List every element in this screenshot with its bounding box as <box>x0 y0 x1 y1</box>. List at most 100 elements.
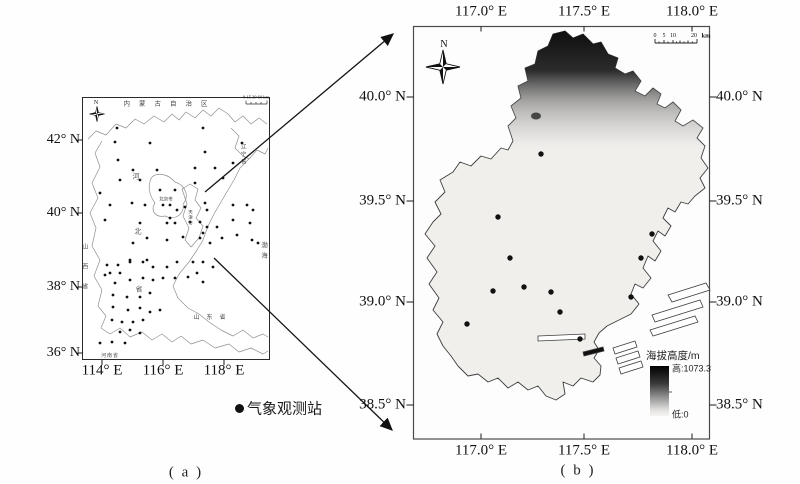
station-dot <box>138 178 142 182</box>
region-label: 北 <box>134 227 142 235</box>
panel-b-stations <box>464 151 655 342</box>
station-dot <box>165 265 169 269</box>
station-dot <box>130 201 134 205</box>
scalebar-a-label: 0 15 30 60 km <box>242 94 270 100</box>
station-dot <box>538 151 544 157</box>
station-legend-dot-icon <box>235 404 244 413</box>
station-dot <box>168 216 172 220</box>
station-dot <box>205 208 209 212</box>
station-dot <box>245 203 249 207</box>
axis-tick-label: 39.0° N <box>359 293 406 310</box>
axis-tick-label: 42° N <box>46 132 80 147</box>
station-dot <box>235 233 239 237</box>
caption-b: ( b ) <box>560 462 596 479</box>
axis-tick-label: 117.0° E <box>454 3 508 20</box>
station-dot <box>138 295 142 299</box>
station-dot <box>198 220 202 224</box>
station-dot <box>203 201 207 205</box>
station-dot <box>113 140 117 144</box>
station-dot <box>148 310 152 314</box>
station-dot <box>231 218 235 222</box>
region-label: 渤海 <box>260 241 268 263</box>
station-dot <box>113 281 117 285</box>
axis-tick-label: 40.0° N <box>359 88 406 105</box>
zoom-connector-arrow-top <box>204 33 394 193</box>
station-dot <box>148 291 152 295</box>
station-dot <box>577 336 583 342</box>
station-dot <box>110 340 114 344</box>
station-dot <box>158 188 162 192</box>
scalebar-a-ruler <box>245 100 268 105</box>
station-dot <box>138 221 142 225</box>
port-structures <box>537 282 711 375</box>
station-dot <box>131 168 135 172</box>
axis-tick-label: 39.5° N <box>716 192 763 209</box>
axis-tick-label: 118.0° E <box>665 442 719 459</box>
tianjin-boundary <box>181 183 204 248</box>
axis-tick-label: 40° N <box>46 205 80 220</box>
station-dot <box>116 263 120 267</box>
axis-tick-label: 118.0° E <box>665 3 719 20</box>
station-dot <box>208 241 212 245</box>
station-dot <box>161 276 165 280</box>
station-dot <box>186 275 190 279</box>
station-dot <box>118 271 122 275</box>
axis-tick-label: 38.5° N <box>716 396 763 413</box>
north-label-a: N <box>93 98 99 106</box>
station-dot <box>256 241 260 245</box>
station-dot <box>110 318 114 322</box>
station-dot <box>151 265 155 269</box>
south-border <box>100 327 182 343</box>
station-dot <box>128 328 132 332</box>
station-dot <box>175 208 179 212</box>
station-dot <box>638 255 644 261</box>
station-dot <box>123 341 127 345</box>
station-dot <box>125 295 129 299</box>
region-label: 山西省 <box>81 243 89 303</box>
station-dot <box>251 208 255 212</box>
station-dot <box>108 271 112 275</box>
scalebar-number: 10 <box>670 31 676 39</box>
station-dot <box>98 191 102 195</box>
station-dot <box>193 166 197 170</box>
station-dot <box>141 318 145 322</box>
liaoning-border <box>230 127 269 160</box>
axis-tick-label: 38° N <box>46 279 80 294</box>
station-dot <box>131 241 135 245</box>
axis-tick-label: 40.0° N <box>716 88 763 105</box>
station-dot <box>173 276 177 280</box>
station-dot <box>181 235 185 239</box>
elevation-gradient-bar <box>650 366 669 416</box>
station-dot <box>240 141 244 145</box>
station-dot <box>507 255 513 261</box>
station-dot <box>143 203 147 207</box>
station-dot <box>521 284 527 290</box>
station-dot <box>118 330 122 334</box>
scalebar-b-ruler <box>654 39 698 44</box>
station-dot <box>155 168 159 172</box>
station-dot <box>111 305 115 309</box>
panel-a-boundaries <box>87 107 269 355</box>
station-dot <box>649 231 655 237</box>
station-dot <box>231 203 235 207</box>
axis-tick-label: 114° E <box>81 362 123 379</box>
station-dot <box>118 178 122 182</box>
shanxi-border <box>89 140 107 329</box>
station-dot <box>464 321 470 327</box>
panel-a-border <box>82 97 270 360</box>
station-dot <box>138 306 142 310</box>
station-dot <box>248 221 252 225</box>
panel-a-stations <box>98 126 260 345</box>
station-dot <box>201 260 205 264</box>
shandong-coast <box>180 335 269 355</box>
station-dot <box>205 225 209 229</box>
scalebar-number: 5 <box>662 31 666 39</box>
station-dot <box>193 181 197 185</box>
zoom-connector-arrow-bottom <box>213 257 393 431</box>
station-dot <box>173 188 177 192</box>
station-dot <box>165 238 169 242</box>
station-dot <box>98 341 102 345</box>
north-arrow-icon <box>89 106 105 122</box>
region-label: 天津市 <box>187 209 193 227</box>
